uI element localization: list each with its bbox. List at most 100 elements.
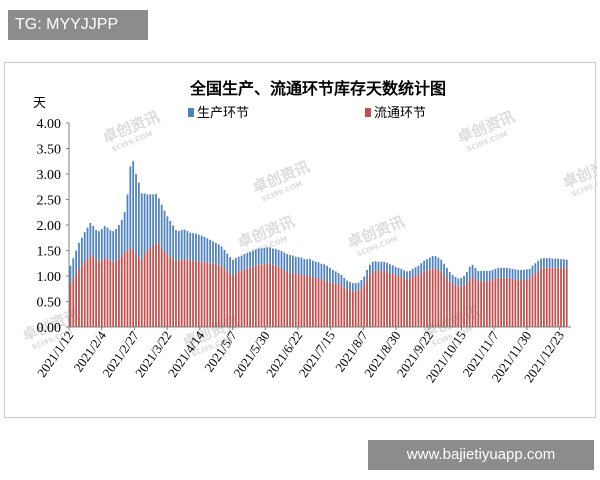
- bar-circulation: [394, 274, 397, 327]
- y-tick-label: 2.00: [37, 219, 62, 234]
- bar-circulation: [497, 278, 500, 327]
- y-tick-label: 3.50: [37, 143, 62, 158]
- bar-production: [140, 193, 143, 260]
- bar-production: [349, 282, 351, 291]
- bar-production: [503, 267, 505, 279]
- bar-production: [334, 271, 337, 284]
- bar-production: [485, 270, 488, 282]
- bar-production: [391, 265, 394, 274]
- bar-circulation: [323, 280, 326, 327]
- bar-production: [160, 204, 163, 248]
- bar-circulation: [311, 277, 314, 327]
- bar-circulation: [146, 250, 149, 327]
- bar-circulation: [303, 276, 306, 327]
- bar-production: [155, 193, 157, 243]
- bar-production: [192, 233, 194, 261]
- bar-production: [565, 259, 568, 269]
- bar-production: [374, 261, 377, 271]
- bar-circulation: [523, 280, 525, 327]
- bar-circulation: [357, 290, 360, 327]
- bar-circulation: [152, 245, 155, 327]
- bar-circulation: [234, 273, 237, 327]
- bar-circulation: [197, 261, 200, 327]
- bar-circulation: [172, 258, 174, 327]
- bar-production: [400, 268, 403, 278]
- bar-circulation: [232, 274, 234, 327]
- bar-production: [354, 283, 357, 292]
- bar-production: [505, 267, 508, 279]
- bar-circulation: [431, 268, 434, 327]
- bar-production: [152, 194, 155, 246]
- bar-production: [403, 270, 406, 279]
- bar-production: [457, 278, 460, 287]
- bar-circulation: [229, 273, 232, 327]
- bar-production: [454, 277, 457, 285]
- bar-production: [254, 249, 257, 266]
- bar-production: [286, 254, 289, 272]
- bar-production: [394, 266, 397, 275]
- bar-production: [189, 232, 192, 261]
- bar-circulation: [337, 284, 340, 327]
- bar-production: [423, 260, 425, 272]
- bar-circulation: [448, 281, 451, 327]
- bar-production: [406, 271, 408, 280]
- bar-production: [523, 269, 525, 281]
- bar-production: [560, 259, 562, 268]
- bar-circulation: [163, 251, 166, 327]
- bar-production: [411, 268, 414, 278]
- bar-circulation: [411, 277, 414, 327]
- bottom-right-overlay-label: www.bajietiyuapp.com: [368, 440, 594, 470]
- bar-circulation: [177, 260, 180, 327]
- bar-production: [420, 263, 423, 274]
- bar-production: [448, 271, 451, 282]
- bar-production: [380, 261, 383, 271]
- bar-circulation: [166, 254, 169, 327]
- bar-circulation: [468, 280, 471, 327]
- bar-circulation: [180, 259, 183, 327]
- bar-production: [123, 212, 126, 254]
- y-tick-label: 2.50: [37, 194, 62, 209]
- bar-production: [223, 249, 226, 269]
- bar-circulation: [249, 267, 252, 327]
- bar-circulation: [269, 263, 271, 327]
- bar-circulation: [80, 265, 83, 327]
- bar-production: [129, 166, 132, 248]
- bar-production: [525, 269, 528, 280]
- bar-production: [157, 198, 160, 245]
- bar-circulation: [366, 280, 368, 327]
- bar-circulation: [175, 260, 177, 327]
- bar-circulation: [209, 263, 212, 327]
- bar-production: [118, 225, 120, 259]
- bar-circulation: [420, 273, 423, 327]
- bar-production: [209, 239, 212, 264]
- legend-swatch-circulation: [365, 108, 371, 117]
- bar-circulation: [531, 276, 534, 327]
- bar-circulation: [86, 258, 89, 327]
- bar-circulation: [417, 274, 420, 327]
- bar-circulation: [349, 290, 351, 327]
- bar-production: [488, 270, 491, 282]
- bar-production: [163, 210, 166, 252]
- bar-production: [346, 280, 348, 290]
- bar-production: [377, 261, 380, 271]
- bar-production: [297, 257, 300, 275]
- bar-circulation: [454, 284, 457, 327]
- bar-circulation: [463, 285, 465, 327]
- bar-production: [294, 256, 297, 274]
- bar-production: [106, 227, 109, 260]
- bar-production: [132, 161, 135, 250]
- bar-production: [363, 276, 366, 286]
- bar-circulation: [363, 285, 366, 327]
- bar-circulation: [220, 265, 223, 327]
- bar-circulation: [118, 258, 120, 327]
- bar-production: [491, 269, 494, 281]
- bar-circulation: [257, 264, 260, 327]
- bar-production: [237, 256, 240, 272]
- bar-production: [468, 266, 471, 281]
- bar-production: [283, 252, 286, 270]
- bar-circulation: [260, 264, 263, 327]
- bar-production: [112, 231, 115, 262]
